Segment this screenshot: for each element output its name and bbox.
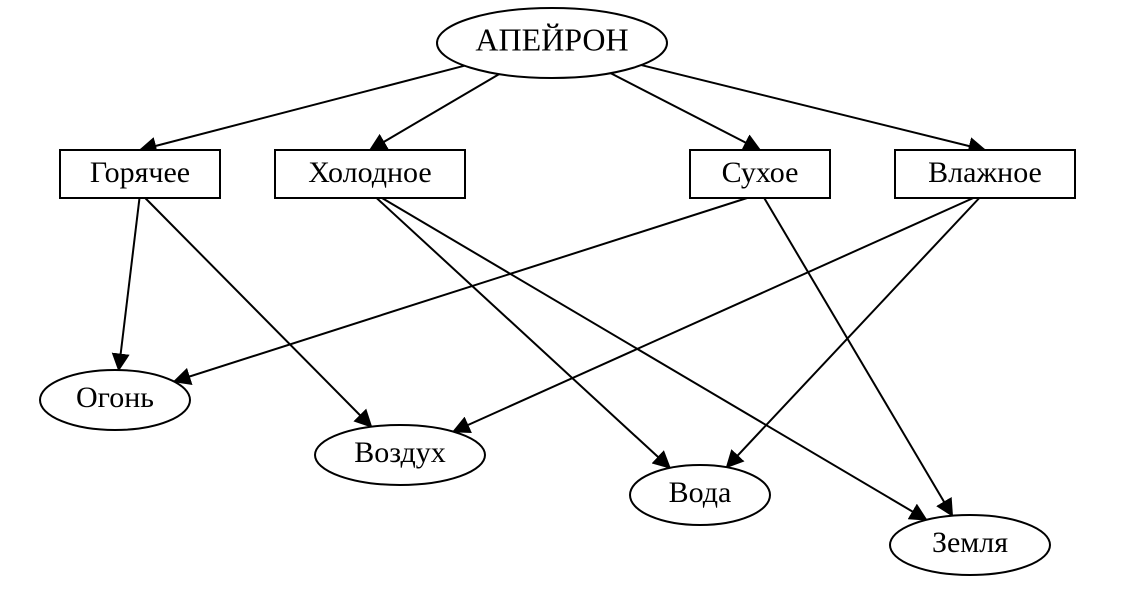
node-dry: Сухое bbox=[690, 150, 830, 198]
node-earth: Земля bbox=[890, 515, 1050, 575]
node-water: Вода bbox=[630, 465, 770, 525]
edge-wet-water bbox=[727, 198, 980, 467]
node-root: АПЕЙРОН bbox=[437, 8, 667, 78]
edge-root-hot bbox=[140, 66, 465, 150]
node-label-root: АПЕЙРОН bbox=[475, 21, 628, 57]
node-label-hot: Горячее bbox=[90, 156, 190, 189]
node-cold: Холодное bbox=[275, 150, 465, 198]
node-air: Воздух bbox=[315, 425, 485, 485]
edge-root-dry bbox=[611, 73, 760, 150]
node-label-dry: Сухое bbox=[722, 156, 799, 189]
edge-wet-air bbox=[453, 198, 973, 432]
edge-root-wet bbox=[641, 65, 985, 150]
node-wet: Влажное bbox=[895, 150, 1075, 198]
edge-dry-fire bbox=[174, 198, 747, 382]
edge-dry-earth bbox=[764, 198, 952, 516]
node-hot: Горячее bbox=[60, 150, 220, 198]
node-fire: Огонь bbox=[40, 370, 190, 430]
edges-layer bbox=[119, 65, 985, 520]
diagram-canvas: АПЕЙРОН Горячее Холодное Сухое Влажное Огонь В… bbox=[0, 0, 1139, 594]
nodes-layer: АПЕЙРОН Горячее Холодное Сухое Влажное Огонь В… bbox=[40, 8, 1075, 575]
edge-hot-fire bbox=[119, 198, 140, 370]
node-label-air: Воздух bbox=[354, 436, 446, 469]
node-label-cold: Холодное bbox=[308, 156, 432, 189]
node-label-water: Вода bbox=[669, 476, 732, 509]
node-label-wet: Влажное bbox=[928, 156, 1042, 189]
node-label-fire: Огонь bbox=[76, 381, 154, 414]
node-label-earth: Земля bbox=[932, 526, 1008, 559]
